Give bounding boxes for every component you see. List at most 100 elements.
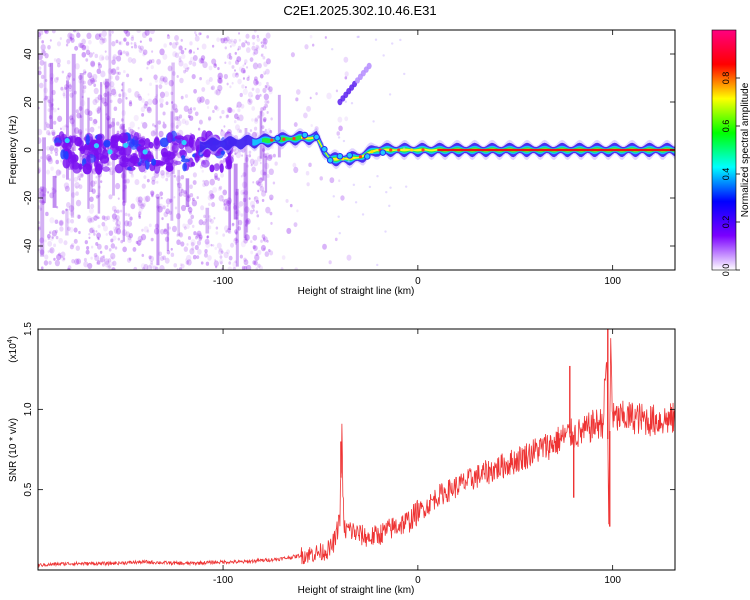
noise-dot: [159, 135, 162, 139]
noise-dot: [119, 40, 123, 46]
noise-dot: [57, 107, 60, 111]
faint-dot: [361, 213, 365, 216]
noise-dot: [139, 238, 142, 242]
noise-dot: [92, 79, 95, 83]
ridge-spot: [389, 148, 393, 152]
noise-dot: [158, 203, 164, 210]
branch-dot: [366, 62, 372, 70]
noise-dot: [268, 168, 274, 176]
noise-dot: [108, 265, 111, 269]
noise-dot: [150, 237, 154, 242]
noise-dot: [108, 124, 112, 129]
cluster-highlight: [93, 143, 100, 149]
noise-dot: [146, 264, 153, 270]
noise-dot: [196, 255, 200, 260]
noise-dot: [146, 178, 150, 183]
noise-dot: [238, 205, 241, 209]
noise-dot: [134, 91, 140, 98]
noise-dot: [75, 245, 80, 251]
noise-dot: [195, 33, 198, 37]
noise-dot: [192, 55, 198, 62]
noise-dot: [190, 241, 195, 247]
noise-dot: [90, 77, 96, 85]
noise-dot: [127, 56, 133, 63]
noise-dot: [101, 215, 106, 220]
noise-dot: [106, 215, 110, 221]
noise-dot: [228, 255, 233, 261]
noise-dot: [266, 239, 269, 243]
faint-dot: [356, 35, 359, 39]
cluster-highlight: [64, 137, 70, 144]
noise-dot: [200, 261, 204, 265]
noise-dot: [242, 64, 245, 67]
noise-dot: [172, 103, 178, 111]
noise-dot: [38, 35, 42, 40]
noise-dot: [202, 61, 208, 69]
noise-dot: [63, 182, 70, 189]
noise-dot: [137, 45, 141, 49]
noise-dot: [180, 49, 185, 55]
cluster-blob: [188, 136, 194, 148]
noise-dot: [197, 248, 202, 255]
noise-dot: [114, 246, 118, 250]
noise-dot: [198, 219, 204, 226]
noise-dot: [104, 85, 108, 90]
noise-dot: [252, 159, 259, 167]
noise-dot: [176, 116, 181, 121]
noise-dot: [315, 92, 318, 96]
noise-dot: [245, 223, 248, 227]
noise-dot: [269, 250, 274, 256]
noise-dot: [106, 117, 110, 121]
noise-dot: [66, 38, 71, 44]
noise-dot: [38, 158, 41, 163]
noise-dot: [128, 257, 132, 261]
noise-dot: [250, 250, 254, 255]
noise-dot: [67, 32, 73, 39]
noise-dot: [109, 170, 114, 176]
noise-dot: [88, 39, 92, 45]
noise-dot: [40, 49, 46, 55]
noise-dot: [106, 263, 112, 270]
noise-dot: [196, 96, 202, 103]
noise-dot: [109, 75, 113, 80]
cluster-blob: [154, 136, 160, 146]
snr-y-label: SNR (10 * v/v): [8, 418, 19, 482]
noise-dot: [103, 92, 108, 98]
noise-dot: [122, 92, 127, 98]
noise-dot: [237, 226, 241, 231]
noise-dot: [44, 52, 49, 59]
noise-dot: [292, 162, 297, 168]
cluster-blob: [64, 150, 69, 160]
noise-dot: [185, 260, 189, 265]
faint-dot: [344, 100, 347, 103]
noise-dot: [192, 254, 197, 260]
noise-dot: [125, 51, 130, 56]
noise-dot: [255, 44, 259, 49]
noise-dot: [45, 121, 48, 125]
noise-dot: [68, 84, 73, 90]
cluster-blob: [110, 152, 119, 161]
noise-dot: [210, 86, 214, 90]
noise-dot: [175, 213, 181, 220]
noise-dot: [119, 126, 123, 131]
noise-dot: [237, 45, 242, 50]
noise-dot: [154, 123, 160, 131]
noise-dot: [223, 203, 226, 207]
noise-dot: [243, 266, 248, 270]
noise-dot: [83, 257, 87, 262]
noise-dot: [48, 260, 52, 265]
noise-dot: [244, 156, 249, 162]
noise-dot: [144, 30, 150, 36]
noise-dot: [176, 119, 182, 127]
noise-dot: [319, 176, 323, 181]
noise-dot: [81, 44, 87, 51]
noise-dot: [196, 196, 199, 200]
noise-dot: [68, 205, 75, 212]
noise-dot: [176, 233, 180, 237]
noise-dot: [183, 69, 187, 74]
noise-dot: [38, 225, 41, 230]
noise-dot: [110, 243, 116, 249]
noise-dot: [194, 31, 197, 35]
noise-dot: [229, 85, 232, 89]
cluster-highlight: [142, 149, 148, 155]
